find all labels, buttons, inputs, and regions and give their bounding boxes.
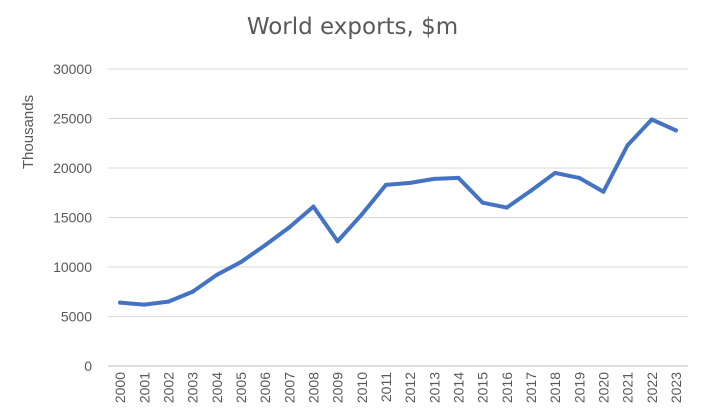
data-point [142,302,147,307]
data-point [504,205,509,210]
y-tick-label: 5000 [61,309,92,325]
x-tick-label: 2015 [475,372,491,403]
x-tick-label: 2018 [547,372,563,403]
x-tick-label: 2007 [281,372,297,403]
data-point [238,260,243,265]
data-point [456,175,461,180]
x-tick-label: 2016 [499,372,515,403]
x-tick-label: 2020 [595,372,611,403]
x-tick-label: 2011 [378,372,394,402]
data-point [577,175,582,180]
chart-title: World exports, $m [246,14,459,40]
data-point [335,239,340,244]
data-point [432,176,437,181]
x-tick-label: 2012 [402,372,418,403]
x-tick-label: 2005 [233,372,249,403]
y-tick-label: 15000 [53,210,92,226]
y-tick-label: 25000 [53,111,92,127]
x-tick-label: 2013 [426,372,442,403]
data-point [359,212,364,217]
x-tick-label: 2023 [668,372,684,403]
x-tick-label: 2010 [354,372,370,403]
data-point [383,182,388,187]
y-tick-label: 10000 [53,259,92,275]
data-point [673,128,678,133]
x-tick-label: 2000 [112,372,128,403]
x-tick-label: 2001 [136,372,152,403]
x-tick-label: 2022 [644,372,660,403]
data-point [625,143,630,148]
data-point [190,289,195,294]
x-tick-label: 2017 [523,372,539,403]
y-axis-title: Thousands [20,95,37,169]
data-point [118,300,123,305]
data-point [528,188,533,193]
data-point [287,225,292,230]
data-point [649,117,654,122]
data-point [553,170,558,175]
data-point [408,180,413,185]
x-tick-label: 2002 [160,372,176,403]
data-point [263,243,268,248]
x-tick-label: 2019 [571,372,587,403]
x-tick-label: 2009 [330,372,346,403]
x-tick-label: 2014 [450,372,466,403]
data-point [601,189,606,194]
x-tick-label: 2008 [305,372,321,403]
series-line [118,117,678,307]
x-tick-label: 2004 [209,372,225,403]
data-point [480,200,485,205]
x-tick-label: 2006 [257,372,273,403]
data-point [166,299,171,304]
data-point [311,204,316,209]
y-tick-label: 20000 [53,160,92,176]
y-tick-label: 30000 [53,61,92,77]
x-tick-label: 2021 [620,372,636,403]
x-tick-label: 2003 [185,372,201,403]
y-tick-label: 0 [84,358,92,374]
data-point [214,272,219,277]
